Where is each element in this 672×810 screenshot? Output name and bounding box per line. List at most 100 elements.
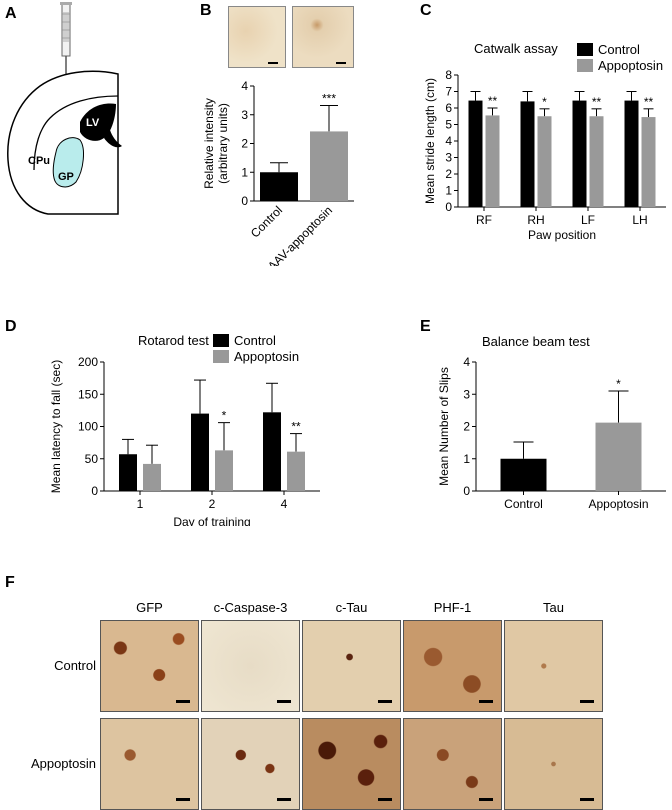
y-tick-label: 1 — [463, 452, 470, 466]
panel-e: E Balance beam test 0 1 2 3 4 Mean Number of S… — [420, 318, 672, 528]
y-tick-label: 0 — [445, 200, 452, 214]
legend-swatch — [577, 43, 593, 56]
bar — [589, 116, 604, 207]
bar — [485, 115, 500, 207]
chart-relative-intensity: 0 1 2 3 4 Relative intensity(arbitrary units)… — [202, 79, 354, 266]
micrograph-tile — [100, 620, 199, 712]
micrograph-column-label: c-Tau — [335, 600, 368, 615]
x-tick-label: 1 — [137, 497, 144, 511]
ventricle-tail — [104, 130, 122, 148]
bar — [287, 451, 305, 491]
scale-bar — [268, 62, 278, 64]
panel-label-a: A — [5, 5, 17, 22]
bar — [260, 172, 298, 201]
bar — [595, 422, 642, 491]
legend-swatch — [213, 334, 229, 347]
micrograph-tile — [100, 718, 199, 810]
y-axis-title: Mean Number of Slips — [437, 367, 451, 486]
legend-label: Control — [234, 333, 276, 348]
legend-label: Appoptosin — [234, 349, 299, 364]
y-axis-title: Relative intensity(arbitrary units) — [202, 98, 230, 189]
micrograph-row-label: Control — [54, 658, 96, 673]
significance-marker: * — [222, 409, 227, 423]
scale-bar — [479, 798, 493, 801]
scale-bar — [176, 798, 190, 801]
micrograph-column-label: Tau — [543, 600, 564, 615]
micrograph-column-label: c-Caspase-3 — [213, 600, 288, 615]
y-tick-label: 50 — [85, 452, 99, 466]
scale-bar — [277, 798, 291, 801]
x-tick-label: RH — [527, 213, 544, 227]
panel-c: C Catwalk assay 0 1 2 3 4 5 6 7 8 Mean stride leng… — [420, 0, 672, 250]
y-tick-label: 1 — [445, 184, 452, 198]
scale-bar — [580, 798, 594, 801]
micrograph-tile — [201, 718, 300, 810]
y-axis-title-line: Mean latency to fall (sec) — [49, 360, 63, 493]
label-gp: GP — [58, 171, 74, 183]
significance-marker: ** — [488, 94, 498, 108]
scale-bar — [580, 700, 594, 703]
micrograph-tile — [403, 718, 502, 810]
y-axis-title-line: (arbitrary units) — [216, 103, 230, 184]
significance-marker: * — [616, 377, 621, 391]
bar — [310, 131, 348, 201]
panel-label-b: B — [200, 2, 212, 19]
bar — [143, 463, 161, 491]
scale-bar — [479, 700, 493, 703]
x-tick-label: RF — [476, 213, 492, 227]
micrograph-tile — [504, 718, 603, 810]
legend-swatch — [213, 350, 229, 363]
x-tick-label: Control — [504, 497, 543, 511]
micrograph-row-label: Appoptosin — [30, 756, 96, 771]
y-tick-label: 6 — [445, 101, 452, 115]
y-tick-label: 2 — [445, 167, 452, 181]
micrograph-tile — [403, 620, 502, 712]
legend-label: Appoptosin — [598, 58, 663, 73]
y-axis-title: Mean latency to fall (sec) — [49, 360, 63, 493]
syringe-icon — [60, 2, 72, 72]
y-tick-label: 5 — [445, 118, 452, 132]
y-tick-label: 150 — [78, 387, 98, 401]
y-tick-label: 0 — [91, 484, 98, 498]
micrograph-tile — [504, 620, 603, 712]
legend-label: Control — [598, 42, 640, 57]
x-tick-label: Control — [248, 203, 285, 240]
y-tick-label: 4 — [445, 134, 452, 148]
y-tick-label: 3 — [241, 108, 248, 122]
y-tick-label: 0 — [463, 484, 470, 498]
significance-marker: * — [542, 95, 547, 109]
significance-marker: *** — [322, 92, 336, 106]
panel-label-e: E — [420, 318, 431, 335]
y-tick-label: 1 — [241, 165, 248, 179]
bar — [520, 101, 535, 207]
micrograph-control-inset — [228, 6, 286, 68]
x-axis-title: Day of training — [173, 515, 250, 526]
y-tick-label: 8 — [445, 68, 452, 82]
chart-balance-beam: Balance beam test 0 1 2 3 4 Mean Number of Sli… — [437, 334, 666, 511]
panel-label-d: D — [5, 318, 17, 335]
y-axis-title-line: Relative intensity — [202, 98, 216, 189]
bar — [500, 458, 547, 491]
chart-rotarod: Rotarod test 0 50 100 150 200 Mean latency to … — [49, 333, 320, 526]
y-axis-title: Mean stride length (cm) — [423, 78, 437, 204]
bar — [572, 100, 587, 207]
scale-bar — [378, 700, 392, 703]
chart-title: Catwalk assay — [474, 41, 558, 56]
x-tick-label: LF — [581, 213, 595, 227]
panel-label-f: F — [5, 574, 15, 591]
bar — [468, 100, 483, 207]
scale-bar — [176, 700, 190, 703]
micrograph-tile — [302, 718, 401, 810]
x-tick-label: 2 — [209, 497, 216, 511]
scale-bar — [378, 798, 392, 801]
micrograph-appoptosin-inset — [292, 6, 354, 68]
bar — [191, 413, 209, 491]
panel-label-c: C — [420, 2, 432, 19]
y-tick-label: 3 — [445, 151, 452, 165]
bar — [119, 454, 137, 491]
y-axis-title-line: Mean stride length (cm) — [423, 78, 437, 204]
bar — [537, 116, 552, 207]
panel-b: B 0 1 2 3 4 Relative intensity(arbitrary unit… — [194, 0, 364, 270]
legend-swatch — [577, 59, 593, 72]
y-tick-label: 2 — [463, 420, 470, 434]
